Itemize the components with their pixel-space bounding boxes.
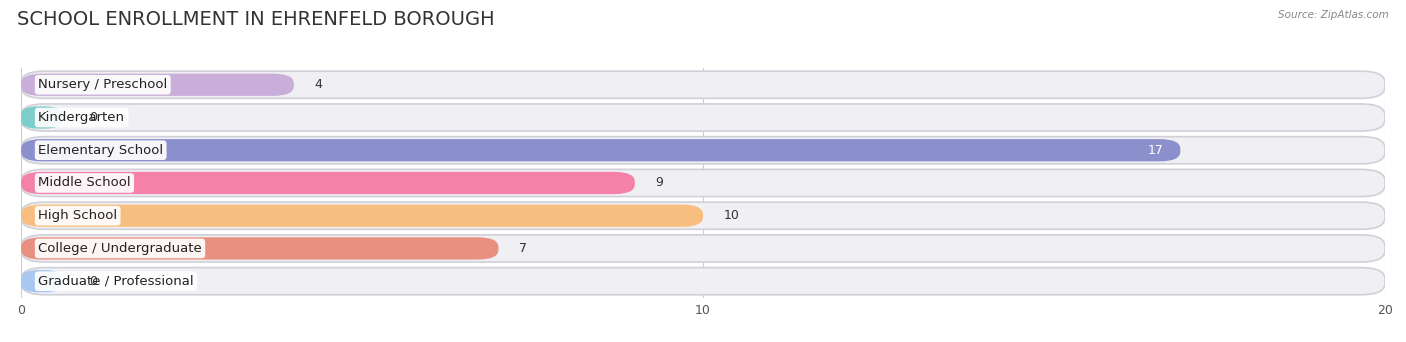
- Text: College / Undergraduate: College / Undergraduate: [38, 242, 202, 255]
- FancyBboxPatch shape: [21, 137, 1385, 164]
- Text: Elementary School: Elementary School: [38, 144, 163, 157]
- Text: 10: 10: [724, 209, 740, 222]
- Text: Graduate / Professional: Graduate / Professional: [38, 275, 194, 288]
- Text: 4: 4: [315, 78, 322, 91]
- Text: 9: 9: [655, 176, 664, 189]
- Text: Nursery / Preschool: Nursery / Preschool: [38, 78, 167, 91]
- Text: 7: 7: [519, 242, 527, 255]
- Text: 17: 17: [1147, 144, 1163, 157]
- Text: Source: ZipAtlas.com: Source: ZipAtlas.com: [1278, 10, 1389, 20]
- FancyBboxPatch shape: [21, 267, 1385, 295]
- Text: Kindergarten: Kindergarten: [38, 111, 125, 124]
- Text: High School: High School: [38, 209, 117, 222]
- FancyBboxPatch shape: [21, 205, 703, 227]
- FancyBboxPatch shape: [21, 202, 1385, 229]
- FancyBboxPatch shape: [21, 270, 62, 292]
- Text: 0: 0: [90, 275, 97, 288]
- Text: SCHOOL ENROLLMENT IN EHRENFELD BOROUGH: SCHOOL ENROLLMENT IN EHRENFELD BOROUGH: [17, 10, 495, 29]
- FancyBboxPatch shape: [21, 237, 499, 260]
- FancyBboxPatch shape: [21, 172, 636, 194]
- Text: 0: 0: [90, 111, 97, 124]
- FancyBboxPatch shape: [21, 169, 1385, 197]
- FancyBboxPatch shape: [21, 235, 1385, 262]
- FancyBboxPatch shape: [21, 74, 294, 96]
- Text: Middle School: Middle School: [38, 176, 131, 189]
- FancyBboxPatch shape: [21, 71, 1385, 98]
- FancyBboxPatch shape: [21, 104, 1385, 131]
- FancyBboxPatch shape: [21, 106, 62, 129]
- FancyBboxPatch shape: [21, 139, 1181, 161]
